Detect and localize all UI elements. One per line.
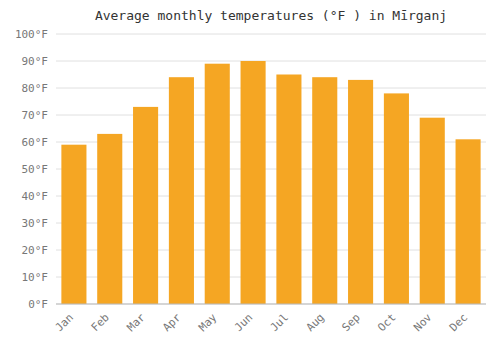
y-tick-label: 50°F [22,163,49,176]
x-tick-label: Jan [53,311,76,334]
y-tick-label: 90°F [22,55,49,68]
chart-container: Average monthly temperatures (°F ) in Mī… [0,0,500,350]
bar [169,77,194,304]
title: Average monthly temperatures (°F ) in Mī… [95,8,447,23]
y-tick-label: 0°F [28,298,48,311]
y-tick-label: 10°F [22,271,49,284]
grid-line [56,304,486,305]
bar [241,61,266,304]
y-tick-label: 20°F [22,244,49,257]
x-tick-label: Apr [160,311,184,335]
x-tick-label: Jul [268,311,291,334]
grid-line [56,115,486,116]
y-tick-label: 70°F [22,109,49,122]
chart-svg: Average monthly temperatures (°F ) in Mī… [0,0,500,350]
bar [456,139,481,304]
x-tick-label: May [196,311,220,335]
y-tick-label: 100°F [15,28,48,41]
bar [420,118,445,304]
x-tick-label: Nov [411,311,435,335]
x-tick-label: Sep [339,311,362,334]
x-tick-label: Jun [232,311,255,334]
bar [97,134,122,304]
x-tick-label: Feb [89,311,112,334]
y-tick-label: 30°F [22,217,49,230]
grid-line [56,34,486,35]
grid-line [56,61,486,62]
grid [56,34,486,304]
y-tick-label: 40°F [22,190,49,203]
x-axis-line [56,304,486,305]
bar [384,93,409,304]
bar [276,75,301,305]
x-tick-label: Mar [124,311,148,335]
bars [61,61,480,304]
y-tick-label: 80°F [22,82,49,95]
grid-line [56,88,486,89]
y-tick-label: 60°F [22,136,49,149]
bar [205,64,230,304]
bar [312,77,337,304]
bar [133,107,158,304]
bar [61,145,86,304]
x-tick-label: Dec [447,311,470,334]
bar [348,80,373,304]
x-tick-label: Aug [304,311,327,334]
x-tick-label: Oct [375,311,398,334]
